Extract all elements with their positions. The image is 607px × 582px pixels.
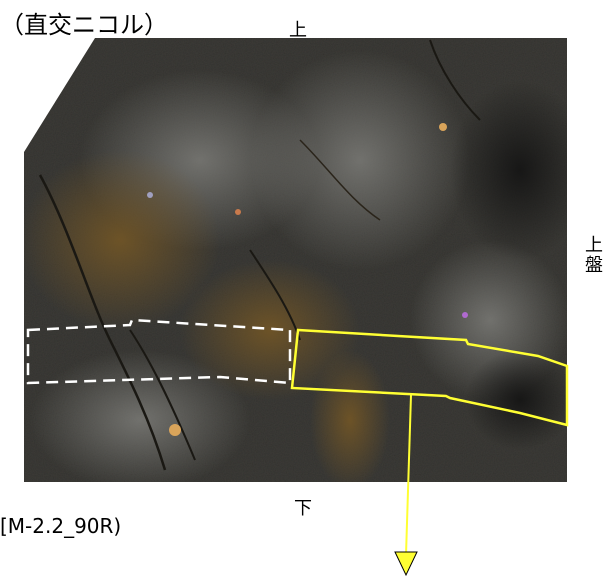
- highlighted-region-outline: [290, 328, 569, 427]
- arrow-head-icon: [394, 551, 418, 577]
- rock-specimen: [24, 38, 567, 482]
- sample-id-label: [M-2.2_90R): [0, 514, 122, 538]
- orientation-bottom-label: 下: [294, 498, 312, 519]
- orientation-top-label: 上: [289, 20, 307, 41]
- figure-title: （直交ニコル）: [0, 11, 168, 39]
- arrow-line: [405, 394, 412, 556]
- dashed-outline-region: [26, 318, 292, 385]
- orientation-right-label: 上盤: [585, 235, 603, 276]
